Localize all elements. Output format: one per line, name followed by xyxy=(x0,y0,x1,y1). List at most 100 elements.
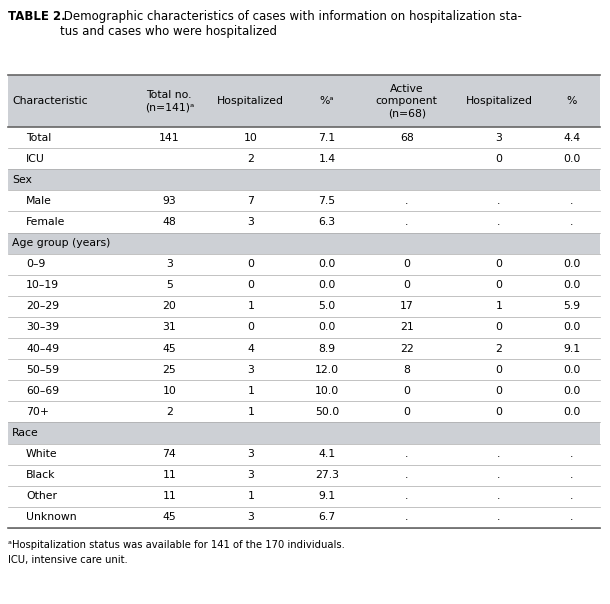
Text: 0.0: 0.0 xyxy=(563,153,580,164)
Text: 22: 22 xyxy=(400,344,414,353)
Text: 0: 0 xyxy=(403,280,411,291)
Text: ICU, intensive care unit.: ICU, intensive care unit. xyxy=(8,555,127,565)
Text: 11: 11 xyxy=(162,471,176,480)
Text: 21: 21 xyxy=(400,323,414,332)
Text: 0: 0 xyxy=(495,153,503,164)
Text: 0: 0 xyxy=(495,386,503,396)
Text: Total: Total xyxy=(26,132,51,143)
Text: 0: 0 xyxy=(495,323,503,332)
Text: 6.7: 6.7 xyxy=(318,512,336,522)
Text: Total no.
(n=141)ᵃ: Total no. (n=141)ᵃ xyxy=(145,90,194,112)
Text: 31: 31 xyxy=(162,323,176,332)
Text: 70+: 70+ xyxy=(26,407,49,417)
Text: 1: 1 xyxy=(248,386,254,396)
Text: TABLE 2.: TABLE 2. xyxy=(8,10,66,23)
Text: 20–29: 20–29 xyxy=(26,301,59,312)
Text: 1: 1 xyxy=(495,301,503,312)
Text: Characteristic: Characteristic xyxy=(12,96,88,106)
Text: 0.0: 0.0 xyxy=(563,365,580,374)
Text: 9.1: 9.1 xyxy=(318,491,336,501)
Text: .: . xyxy=(405,512,409,522)
Text: 74: 74 xyxy=(162,449,176,459)
Text: 0: 0 xyxy=(247,323,254,332)
Text: 0: 0 xyxy=(403,407,411,417)
Text: 0: 0 xyxy=(495,407,503,417)
Text: 0.0: 0.0 xyxy=(563,323,580,332)
Text: 4.1: 4.1 xyxy=(318,449,336,459)
Text: 45: 45 xyxy=(162,512,176,522)
Text: Age group (years): Age group (years) xyxy=(12,238,110,248)
Bar xyxy=(8,233,600,254)
Text: 9.1: 9.1 xyxy=(563,344,580,353)
Text: 5: 5 xyxy=(166,280,173,291)
Text: 3: 3 xyxy=(166,259,173,269)
Text: 30–39: 30–39 xyxy=(26,323,59,332)
Text: .: . xyxy=(405,449,409,459)
Text: 20: 20 xyxy=(162,301,176,312)
Text: 25: 25 xyxy=(162,365,176,374)
Text: 3: 3 xyxy=(248,512,254,522)
Text: .: . xyxy=(497,471,501,480)
Text: 3: 3 xyxy=(248,471,254,480)
Text: .: . xyxy=(405,491,409,501)
Text: 8.9: 8.9 xyxy=(318,344,336,353)
Text: .: . xyxy=(570,491,573,501)
Text: 27.3: 27.3 xyxy=(315,471,339,480)
Text: 5.9: 5.9 xyxy=(563,301,580,312)
Text: .: . xyxy=(570,512,573,522)
Text: 12.0: 12.0 xyxy=(315,365,339,374)
Text: Black: Black xyxy=(26,471,56,480)
Text: 7: 7 xyxy=(248,196,254,206)
Text: 48: 48 xyxy=(162,217,176,227)
Text: %: % xyxy=(567,96,577,106)
Text: 0: 0 xyxy=(495,280,503,291)
Text: 1: 1 xyxy=(248,407,254,417)
Text: 0: 0 xyxy=(495,365,503,374)
Text: 93: 93 xyxy=(162,196,176,206)
Text: 10.0: 10.0 xyxy=(315,386,339,396)
Text: 60–69: 60–69 xyxy=(26,386,59,396)
Text: 0.0: 0.0 xyxy=(563,280,580,291)
Text: .: . xyxy=(405,217,409,227)
Text: 0: 0 xyxy=(495,259,503,269)
Text: 4: 4 xyxy=(248,344,254,353)
Text: Other: Other xyxy=(26,491,57,501)
Text: 0.0: 0.0 xyxy=(318,323,336,332)
Text: .: . xyxy=(497,512,501,522)
Text: Female: Female xyxy=(26,217,65,227)
Text: 0: 0 xyxy=(403,259,411,269)
Bar xyxy=(8,422,600,443)
Text: 1: 1 xyxy=(248,491,254,501)
Text: Male: Male xyxy=(26,196,52,206)
Text: 1.4: 1.4 xyxy=(318,153,336,164)
Text: White: White xyxy=(26,449,57,459)
Text: 10–19: 10–19 xyxy=(26,280,59,291)
Text: 11: 11 xyxy=(162,491,176,501)
Text: 3: 3 xyxy=(495,132,503,143)
Text: 50.0: 50.0 xyxy=(315,407,339,417)
Text: Hospitalized: Hospitalized xyxy=(465,96,533,106)
Text: .: . xyxy=(497,196,501,206)
Text: .: . xyxy=(570,449,573,459)
Text: 17: 17 xyxy=(400,301,414,312)
Text: .: . xyxy=(497,217,501,227)
Text: Active
component
(n=68): Active component (n=68) xyxy=(376,84,438,118)
Text: 3: 3 xyxy=(248,365,254,374)
Bar xyxy=(8,169,600,190)
Text: 68: 68 xyxy=(400,132,414,143)
Text: 0: 0 xyxy=(247,259,254,269)
Text: 2: 2 xyxy=(495,344,503,353)
Text: 0: 0 xyxy=(403,386,411,396)
Text: 7.5: 7.5 xyxy=(318,196,336,206)
Text: 0.0: 0.0 xyxy=(318,280,336,291)
Text: 0.0: 0.0 xyxy=(563,386,580,396)
Text: %ᵃ: %ᵃ xyxy=(320,96,334,106)
Text: 3: 3 xyxy=(248,449,254,459)
Text: 0.0: 0.0 xyxy=(318,259,336,269)
Text: 7.1: 7.1 xyxy=(318,132,336,143)
Text: .: . xyxy=(405,196,409,206)
Text: 3: 3 xyxy=(248,217,254,227)
Text: 5.0: 5.0 xyxy=(318,301,336,312)
Text: Race: Race xyxy=(12,428,39,438)
Text: Sex: Sex xyxy=(12,175,32,185)
